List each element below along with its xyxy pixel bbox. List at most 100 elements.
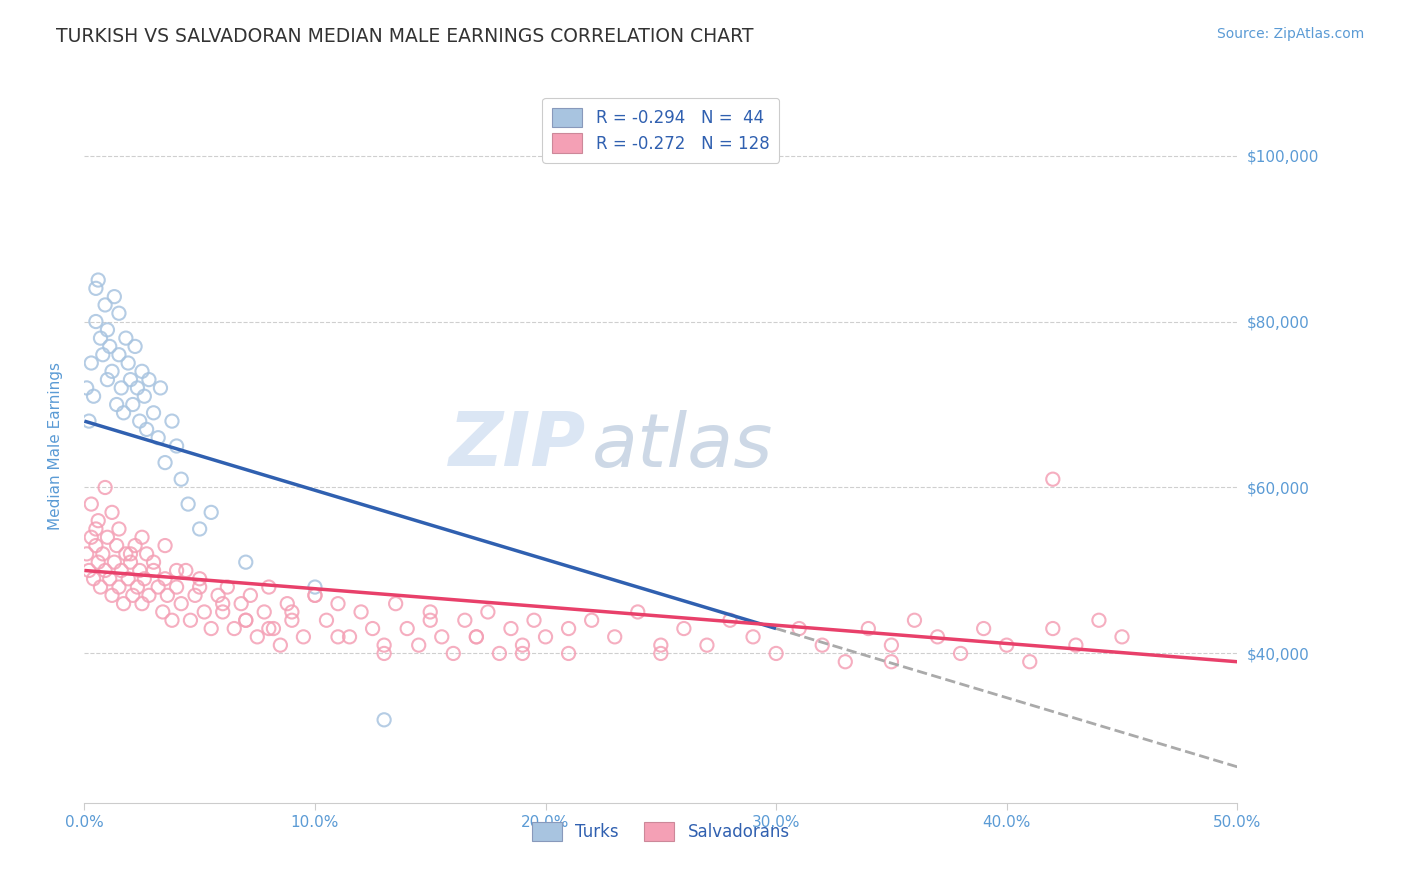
Point xyxy=(174,564,197,578)
Point xyxy=(110,564,132,578)
Point xyxy=(146,431,169,445)
Point xyxy=(89,580,111,594)
Point xyxy=(110,381,132,395)
Point xyxy=(315,613,337,627)
Point xyxy=(718,613,741,627)
Point xyxy=(742,630,765,644)
Point xyxy=(153,456,176,470)
Point xyxy=(160,414,183,428)
Point xyxy=(188,580,211,594)
Point xyxy=(91,547,114,561)
Point xyxy=(441,647,464,661)
Point xyxy=(124,539,146,553)
Point xyxy=(304,588,326,602)
Point xyxy=(80,530,103,544)
Point xyxy=(96,323,118,337)
Text: TURKISH VS SALVADORAN MEDIAN MALE EARNINGS CORRELATION CHART: TURKISH VS SALVADORAN MEDIAN MALE EARNIN… xyxy=(56,27,754,45)
Point xyxy=(117,572,139,586)
Point xyxy=(108,522,131,536)
Point xyxy=(105,539,128,553)
Point xyxy=(650,638,672,652)
Point xyxy=(184,588,207,602)
Point xyxy=(108,306,131,320)
Point xyxy=(1088,613,1111,627)
Point xyxy=(557,622,579,636)
Point xyxy=(188,572,211,586)
Point xyxy=(350,605,373,619)
Point xyxy=(128,414,150,428)
Point xyxy=(94,298,117,312)
Point xyxy=(87,273,110,287)
Point xyxy=(115,331,138,345)
Point xyxy=(430,630,453,644)
Point xyxy=(77,564,100,578)
Point xyxy=(193,605,215,619)
Point xyxy=(179,613,201,627)
Point xyxy=(235,613,257,627)
Point xyxy=(76,381,98,395)
Point xyxy=(454,613,477,627)
Point xyxy=(108,348,131,362)
Point xyxy=(927,630,949,644)
Point xyxy=(112,597,135,611)
Point xyxy=(235,613,257,627)
Point xyxy=(488,647,510,661)
Point xyxy=(101,588,124,602)
Point xyxy=(115,547,138,561)
Point xyxy=(304,580,326,594)
Point xyxy=(131,530,153,544)
Point xyxy=(128,564,150,578)
Point xyxy=(138,373,160,387)
Point xyxy=(200,505,222,519)
Point xyxy=(83,389,105,403)
Point xyxy=(77,414,100,428)
Point xyxy=(84,522,107,536)
Point xyxy=(94,564,117,578)
Point xyxy=(361,622,384,636)
Point xyxy=(200,622,222,636)
Point xyxy=(811,638,834,652)
Point xyxy=(765,647,787,661)
Text: Median Male Earnings: Median Male Earnings xyxy=(48,362,63,530)
Text: Source: ZipAtlas.com: Source: ZipAtlas.com xyxy=(1216,27,1364,41)
Text: ZIP: ZIP xyxy=(449,409,586,483)
Point xyxy=(96,373,118,387)
Point xyxy=(80,497,103,511)
Point xyxy=(156,588,179,602)
Point xyxy=(696,638,718,652)
Point xyxy=(1042,622,1064,636)
Point xyxy=(98,572,121,586)
Point xyxy=(153,539,176,553)
Point xyxy=(142,564,165,578)
Point xyxy=(112,406,135,420)
Point xyxy=(903,613,925,627)
Point xyxy=(787,622,810,636)
Point xyxy=(101,505,124,519)
Point xyxy=(995,638,1018,652)
Point xyxy=(512,638,534,652)
Point xyxy=(523,613,546,627)
Point xyxy=(257,622,280,636)
Point xyxy=(120,547,142,561)
Point xyxy=(858,622,880,636)
Point xyxy=(103,290,125,304)
Point xyxy=(949,647,972,661)
Point xyxy=(98,339,121,353)
Point xyxy=(534,630,557,644)
Point xyxy=(101,364,124,378)
Point xyxy=(127,580,149,594)
Point xyxy=(465,630,488,644)
Point xyxy=(149,381,172,395)
Point xyxy=(269,638,291,652)
Point xyxy=(512,647,534,661)
Point xyxy=(224,622,246,636)
Point xyxy=(211,597,233,611)
Point xyxy=(373,647,395,661)
Point xyxy=(84,281,107,295)
Point xyxy=(326,630,349,644)
Point xyxy=(235,555,257,569)
Point xyxy=(581,613,603,627)
Point xyxy=(419,605,441,619)
Point xyxy=(1064,638,1087,652)
Point xyxy=(477,605,499,619)
